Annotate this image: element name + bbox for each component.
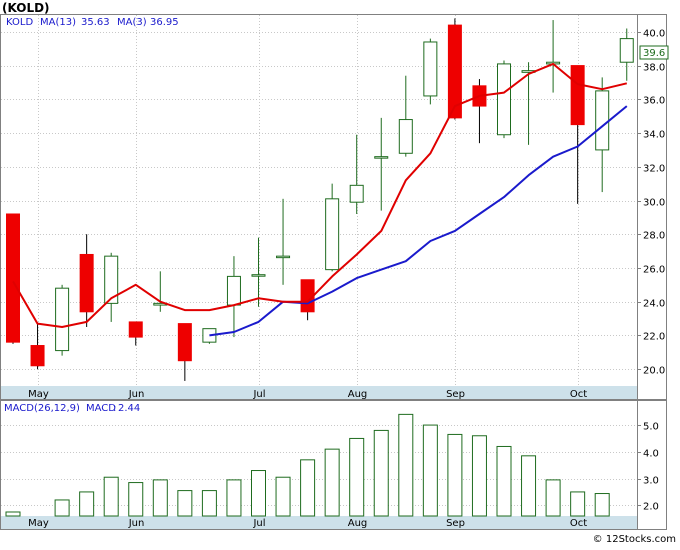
candle-body: [30, 345, 45, 367]
candle-body: [398, 119, 413, 154]
last-price-tag: 39.6: [639, 45, 669, 60]
price-legend: KOLD MA(13) 35.63 MA(3) 36.95: [6, 17, 179, 28]
price-x-axis: May Jun Jul Aug Sep Oct: [28, 389, 587, 400]
macd-bar: [545, 479, 561, 517]
price-tick-label: 28.0: [643, 231, 665, 242]
price-x-tick-label: Jul: [252, 389, 265, 400]
macd-bar: [496, 445, 512, 517]
svg-text::: :: [113, 403, 116, 414]
price-panel: [0, 14, 667, 400]
legend-ticker: KOLD: [6, 17, 33, 28]
last-price-label: 39.6: [643, 48, 665, 59]
candle-body: [177, 323, 192, 362]
candle-body: [349, 184, 364, 203]
macd-bars: [5, 413, 610, 517]
macd-bar: [422, 424, 438, 517]
price-x-tick-label: Jun: [128, 389, 145, 400]
macd-bar: [152, 479, 168, 517]
price-tick-label: 24.0: [643, 299, 665, 310]
candle-body: [79, 253, 94, 313]
candle-body: [497, 63, 511, 136]
candle-body: [104, 255, 119, 304]
price-tick-label: 38.0: [643, 63, 665, 74]
credit: © 12Stocks.com: [593, 534, 676, 545]
macd-bar: [54, 499, 70, 517]
price-x-tick-label: Oct: [570, 389, 587, 400]
legend-ma3-label: MA(3): [117, 17, 147, 28]
price-tick-label: 26.0: [643, 265, 665, 276]
legend-ma13-label: MA(13): [40, 17, 76, 28]
macd-bar: [128, 482, 144, 517]
moving-average-lines: [12, 62, 628, 337]
macd-legend-name: MACD: [86, 403, 116, 414]
macd-bar: [471, 435, 487, 517]
macd-bar: [447, 433, 463, 517]
macd-y-axis: 2.0 3.0 4.0 5.0: [637, 422, 659, 513]
candle-body: [276, 255, 291, 259]
candle-body: [325, 198, 340, 271]
macd-tick-label: 4.0: [643, 449, 659, 460]
macd-panel: [0, 400, 667, 530]
macd-bar: [275, 476, 291, 517]
candle-body: [447, 24, 462, 119]
macd-grid: [1, 425, 637, 506]
candle-body: [595, 90, 610, 151]
macd-x-tick-label: Jul: [252, 518, 265, 529]
macd-x-tick-label: May: [28, 518, 49, 529]
macd-bar: [251, 470, 266, 517]
legend-ma3-value: 36.95: [150, 17, 179, 28]
price-tick-label: 22.0: [643, 332, 665, 343]
candle-body: [619, 38, 634, 63]
macd-bar: [398, 413, 414, 517]
macd-bar: [373, 429, 389, 517]
macd-bar: [177, 490, 193, 517]
macd-tick-label: 5.0: [643, 422, 659, 433]
macd-x-tick-label: Oct: [570, 518, 587, 529]
price-tick-label: 36.0: [643, 96, 665, 107]
price-tick-label: 20.0: [643, 366, 665, 377]
price-tick-label: 30.0: [643, 198, 665, 209]
macd-bar: [103, 476, 119, 517]
macd-tick-label: 3.0: [643, 476, 659, 487]
ma3-line: [12, 62, 628, 328]
candle-body: [374, 156, 389, 159]
macd-bar: [521, 455, 537, 517]
macd-bar: [300, 459, 316, 517]
macd-bar: [594, 493, 610, 517]
macd-bar: [570, 491, 586, 517]
price-x-tick-label: May: [28, 389, 49, 400]
macd-bar: [201, 490, 217, 517]
candle-body: [55, 287, 70, 352]
price-y-axis: 20.0 22.0 24.0 26.0 28.0 30.0 32.0 34.0 36.0 38.0…: [637, 29, 665, 377]
macd-x-tick-label: Sep: [446, 518, 465, 529]
candle-body: [423, 41, 438, 97]
chart-title: (KOLD): [2, 1, 50, 15]
macd-x-tick-label: Aug: [348, 518, 368, 529]
candle-body: [128, 321, 143, 338]
candle-body: [6, 213, 20, 343]
macd-bar: [5, 511, 21, 517]
candles: [6, 18, 634, 381]
macd-bar: [324, 448, 340, 517]
candle-body: [570, 65, 585, 126]
macd-legend-label: MACD(26,12,9): [4, 403, 80, 414]
macd-bar: [226, 479, 242, 517]
macd-tick-label: 2.0: [643, 502, 659, 513]
ma13-line: [209, 105, 628, 337]
macd-bar: [79, 491, 95, 517]
macd-legend: MACD(26,12,9) MACD : 2.44: [4, 403, 140, 414]
price-tick-label: 40.0: [643, 29, 665, 40]
price-x-tick-label: Sep: [446, 389, 465, 400]
price-x-tick-label: Aug: [348, 389, 368, 400]
legend-ma13-value: 35.63: [81, 17, 110, 28]
price-tick-label: 32.0: [643, 164, 665, 175]
candle-body: [226, 275, 241, 306]
price-tick-label: 34.0: [643, 130, 665, 141]
macd-legend-value: 2.44: [118, 403, 140, 414]
candle-body: [251, 274, 266, 277]
macd-x-tick-label: Jun: [128, 518, 145, 529]
macd-bar: [349, 437, 365, 517]
macd-x-axis: May Jun Jul Aug Sep Oct: [28, 518, 587, 529]
